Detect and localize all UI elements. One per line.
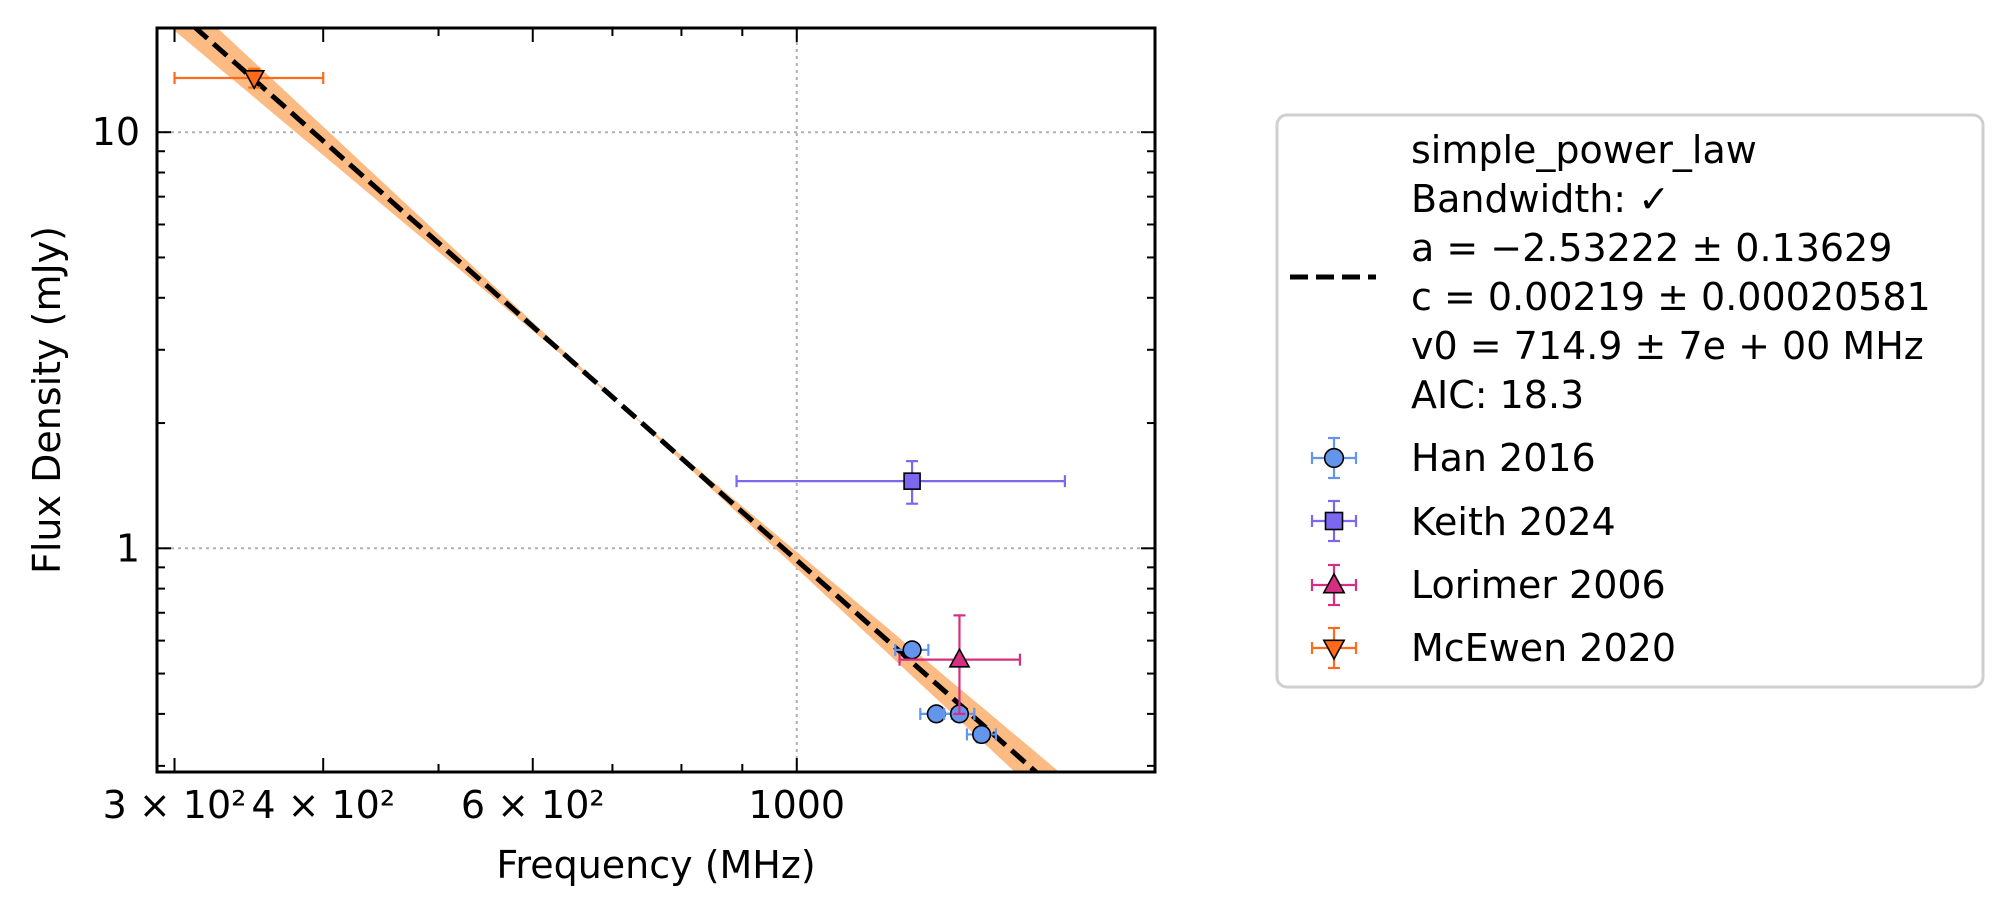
axis-ticks [157,28,1156,772]
legend-fit-line-6: AIC: 18.3 [1411,373,1584,417]
fit-band [174,28,1060,772]
series-lorimer-2006 [898,614,1022,715]
y-tick-labels: 1 10 [92,110,140,570]
point-3-0-marker [243,69,266,91]
legend-fit-line-5: v0 = 714.9 ± 7e + 00 MHz [1411,324,1924,368]
legend: simple_power_law Bandwidth: ✓ a = −2.532… [1275,113,1985,689]
legend-fit-line-2: Bandwidth: ✓ [1411,177,1670,221]
point-0-0-marker [902,640,922,660]
data-points [173,67,1066,745]
legend-label-mcewen-2020: McEwen 2020 [1411,626,1676,670]
point-0-1-marker [926,704,946,724]
legend-3-marker [1322,639,1346,661]
point-2-0-marker [948,647,971,668]
legend-fit-line-3: a = −2.53222 ± 0.13629 [1411,226,1892,270]
legend-label-keith-2024: Keith 2024 [1411,500,1616,544]
plot-area [155,26,1157,774]
legend-swatch-lorimer-2006 [1310,563,1358,607]
x-tick-label-2: 6 × 10² [461,783,605,827]
legend-1-marker [1324,511,1344,531]
series-keith-2024 [735,460,1066,505]
x-tick-labels: 3 × 10² 4 × 10² 6 × 10² 1000 [103,783,845,827]
x-tick-label-1: 4 × 10² [251,783,395,827]
y-tick-label-0: 1 [116,526,140,570]
legend-fit-line-1: simple_power_law [1411,128,1757,172]
y-axis-label: Flux Density (mJy) [25,226,69,574]
x-tick-label-0: 3 × 10² [103,783,247,827]
legend-swatch-han-2016 [1310,436,1358,480]
legend-swatch-mcewen-2020 [1310,626,1358,670]
grid-lines [157,28,1155,772]
y-tick-label-1: 10 [92,110,140,154]
x-tick-label-3: 1000 [748,783,845,827]
legend-label-lorimer-2006: Lorimer 2006 [1411,563,1666,607]
point-0-3-marker [972,724,992,745]
fit-uncertainty-band [174,28,1060,772]
plot-frame [155,26,1157,774]
legend-swatch-keith-2024 [1310,499,1358,543]
fit-line-path [191,28,1040,772]
x-axis-label: Frequency (MHz) [496,843,815,887]
series-mcewen-2020 [173,67,325,91]
legend-2-marker [1322,572,1346,594]
legend-fit-line-4: c = 0.00219 ± 0.00020581 [1411,275,1931,319]
legend-label-han-2016: Han 2016 [1411,436,1596,480]
legend-0-marker [1323,447,1345,469]
legend-box [1275,113,1985,689]
fit-line [191,28,1040,772]
point-1-0-marker [903,472,921,490]
legend-series-entries [1310,436,1358,670]
